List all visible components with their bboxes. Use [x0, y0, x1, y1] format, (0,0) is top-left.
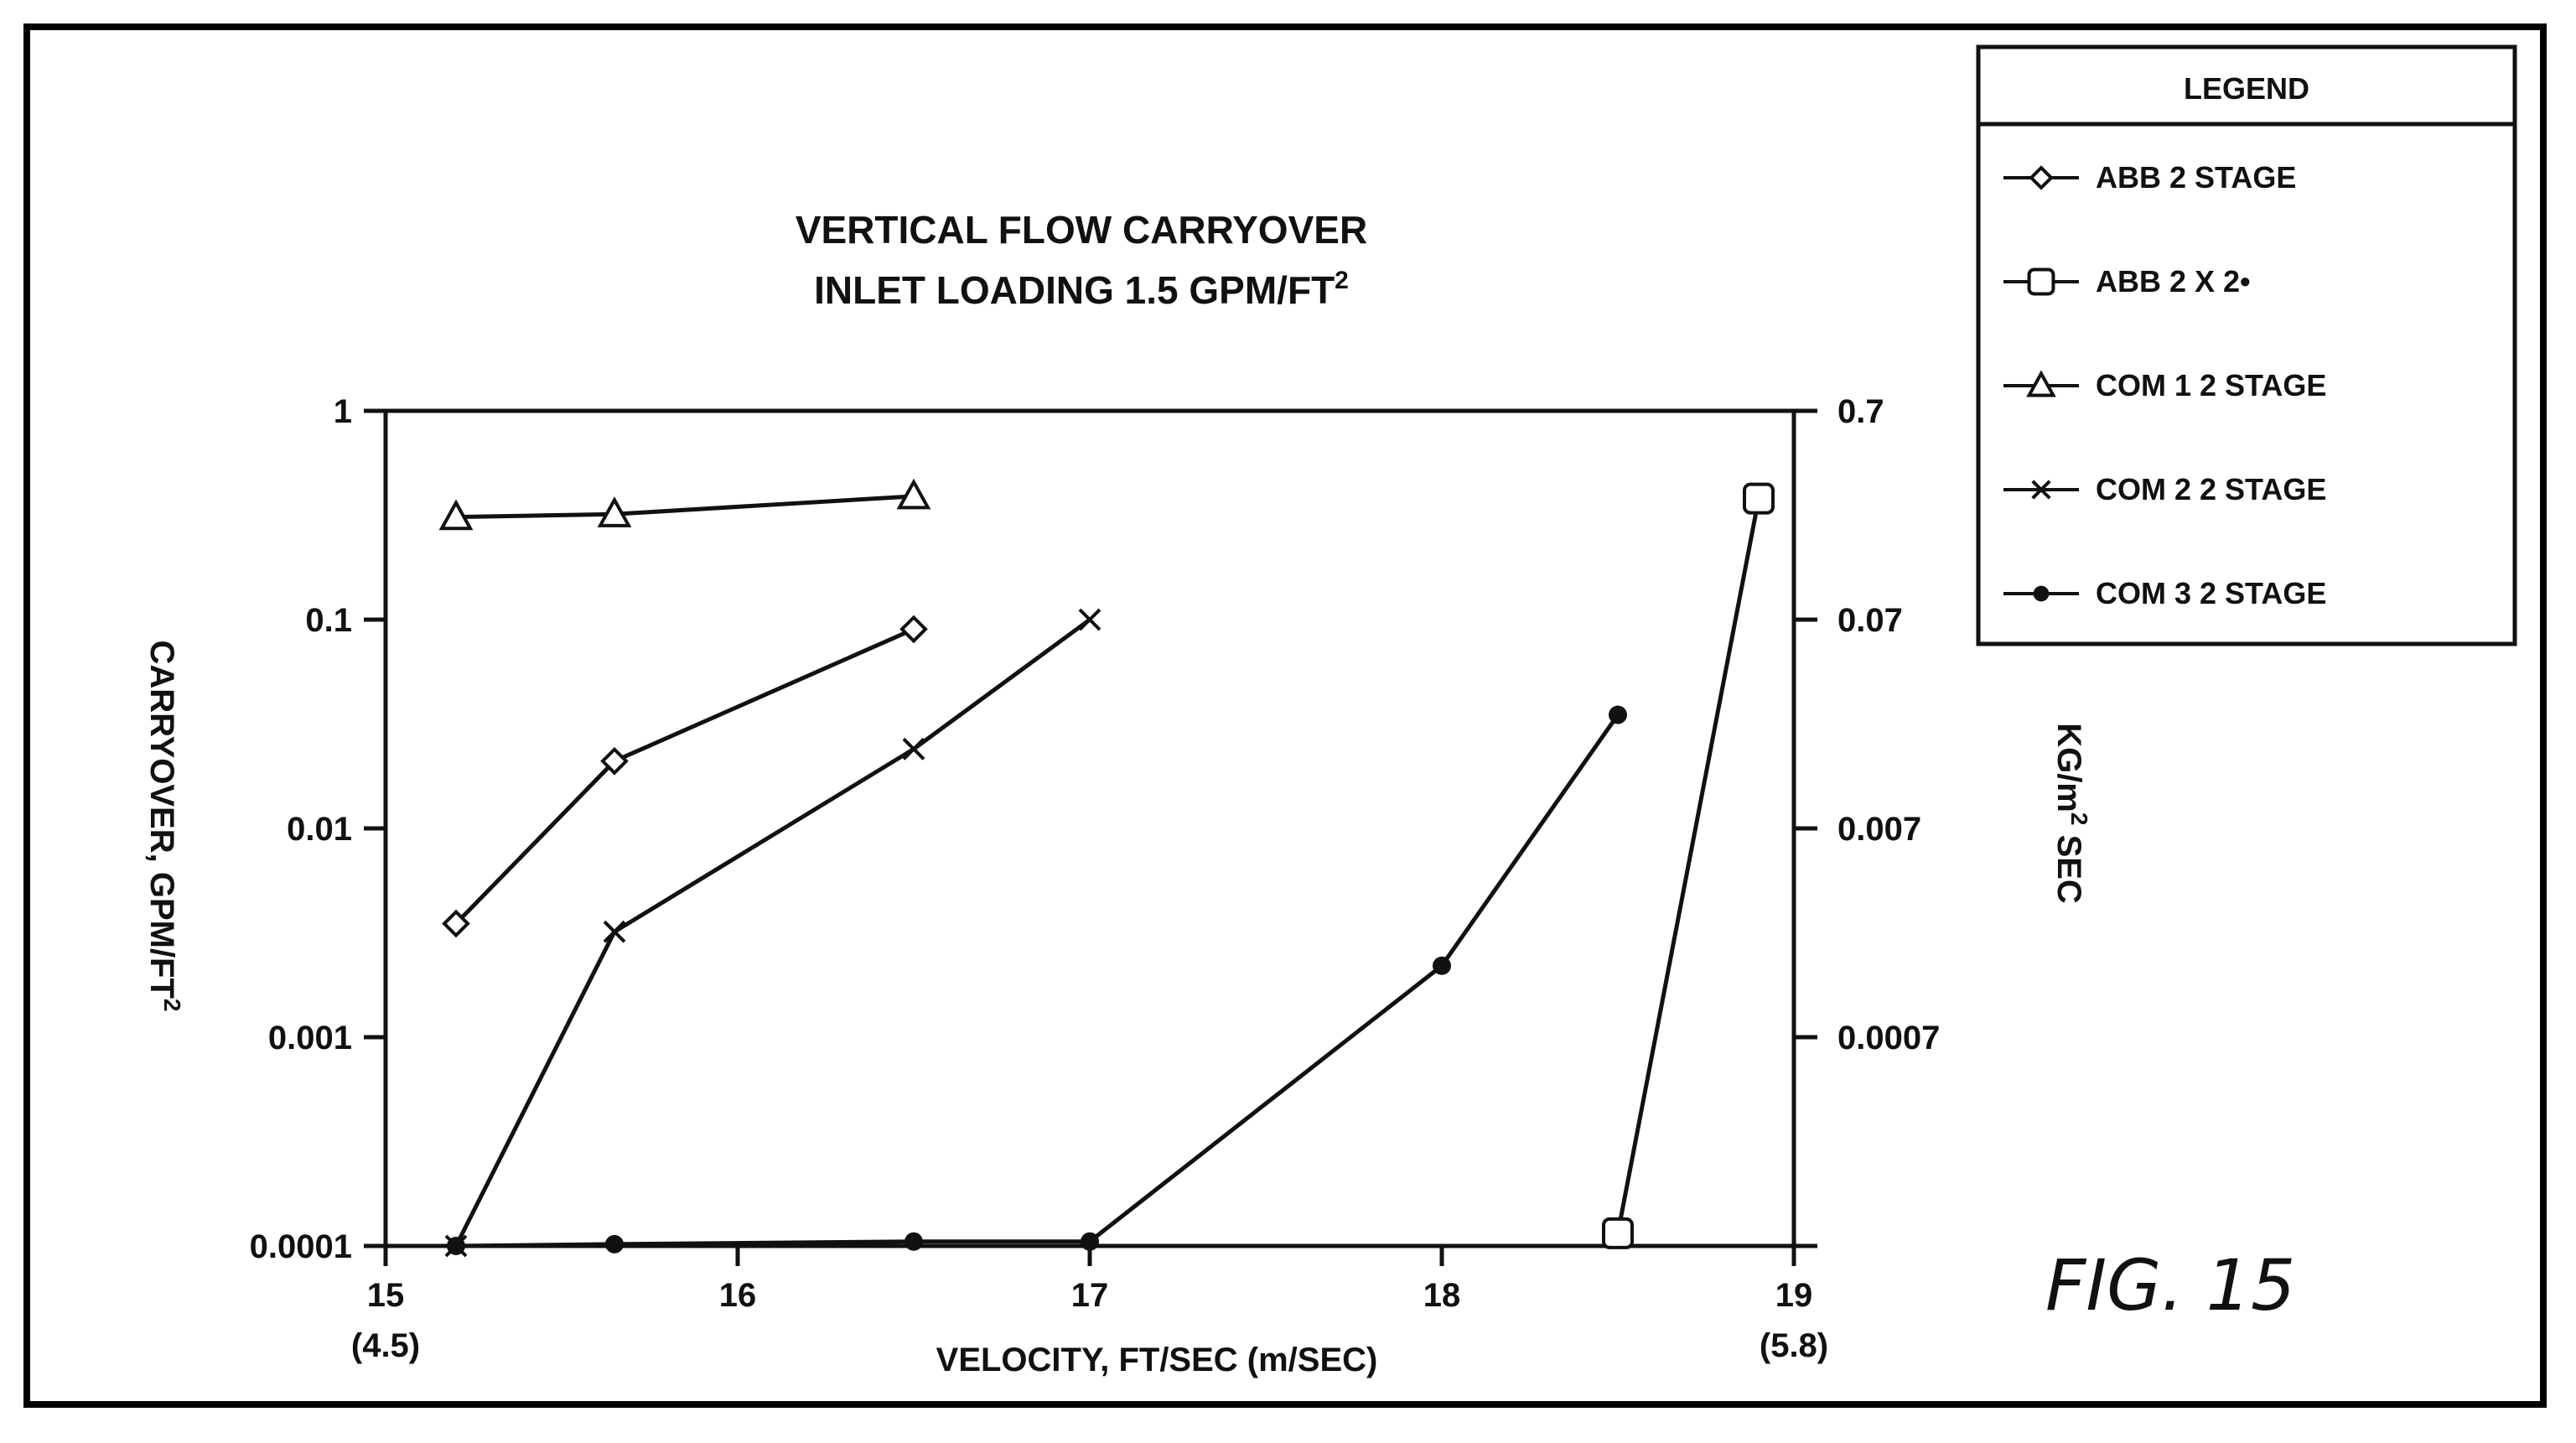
figure-caption: FIG. 15 [2045, 1244, 2295, 1326]
series-4-point-1 [605, 1234, 624, 1254]
legend-item-2-label: COM 1 2 STAGE [2096, 368, 2326, 402]
series-4 [447, 705, 1627, 1255]
series-2-point-2 [896, 478, 931, 510]
series-0-point-0 [442, 909, 470, 938]
series-2 [438, 478, 931, 531]
x-tick-sublabel-0: (4.5) [351, 1327, 420, 1364]
series-4-point-4 [1433, 956, 1451, 975]
series-2-point-0 [438, 499, 474, 531]
y-tick-label-4: 0.0001 [250, 1228, 352, 1265]
series-0-point-1 [600, 746, 629, 776]
series-4-point-2 [904, 1232, 923, 1251]
legend-item-1-label: ABB 2 X 2• [2096, 264, 2251, 298]
x-tick-label-1: 16 [719, 1277, 757, 1314]
y-tick-label-1: 0.1 [305, 602, 352, 639]
legend-box [1976, 44, 2517, 646]
series-1 [1602, 482, 1775, 1249]
series-layer [438, 478, 1775, 1258]
x-tick-label-0: 15 [367, 1277, 405, 1314]
y-axis-title-text: CARRYOVER, GPM/FT [143, 641, 180, 999]
legend-item-4-marker [2033, 585, 2050, 602]
series-4-point-0 [447, 1237, 465, 1255]
series-3 [444, 608, 1101, 1258]
legend-items: ABB 2 STAGE ABB 2 X 2• COM 1 2 STAGE COM 2 … [2003, 160, 2326, 610]
y2-axis-title-sup: 2 [2066, 812, 2092, 826]
series-3-point-1 [603, 920, 626, 943]
series-0 [442, 615, 928, 938]
series-3-point-2-stroke-b [902, 737, 925, 760]
series-3-line [454, 617, 1091, 1248]
chart-subtitle-text: INLET LOADING 1.5 GPM/FT [814, 268, 1335, 312]
series-2-line [455, 494, 915, 520]
chart-subtitle: INLET LOADING 1.5 GPM/FT2 [814, 267, 1349, 312]
x-tick-sublabel-4: (5.8) [1760, 1327, 1828, 1364]
legend-item-4: COM 3 2 STAGE [2003, 576, 2326, 610]
x-axis-title: VELOCITY, FT/SEC (m/SEC) [936, 1342, 1378, 1378]
series-2-point-1 [597, 496, 632, 527]
series-3-point-1-stroke-b [603, 920, 626, 943]
series-1-line [1615, 498, 1761, 1234]
legend-title: LEGEND [2184, 71, 2309, 106]
x-axis-ticks: 15 (4.5) 16 17 18 19 (5.8) [351, 1246, 1828, 1364]
chart-title: VERTICAL FLOW CARRYOVER [796, 208, 1367, 252]
legend-item-0-marker [2029, 165, 2054, 190]
y2-tick-label-2: 0.007 [1837, 811, 1921, 848]
legend-item-2: COM 1 2 STAGE [2003, 368, 2326, 402]
legend-item-3-marker-stroke-b [2031, 480, 2051, 500]
series-0-line [454, 627, 915, 926]
y2-tick-label-0: 0.7 [1837, 393, 1884, 430]
series-3-point-3-stroke-b [1078, 608, 1101, 631]
y-tick-label-0: 1 [334, 393, 352, 430]
y2-axis-title: KG/m2 SEC [2050, 723, 2092, 904]
y-tick-label-2: 0.01 [287, 811, 352, 848]
y2-tick-label-3: 0.0007 [1837, 1020, 1940, 1056]
y-axis-ticks: 1 0.1 0.01 0.001 0.0001 [250, 393, 386, 1265]
legend-item-0: ABB 2 STAGE [2003, 160, 2296, 195]
chart-subtitle-sup: 2 [1335, 267, 1349, 294]
x-tick-label-4: 19 [1775, 1277, 1813, 1314]
legend: LEGEND ABB 2 STAGE ABB 2 X 2• COM 1 2 STAG… [1976, 44, 2517, 646]
series-0-point-2 [899, 615, 928, 644]
plot-area-frame [383, 408, 1796, 1248]
series-4-point-3 [1081, 1232, 1099, 1251]
x-tick-label-3: 18 [1423, 1277, 1461, 1314]
series-1-point-0 [1602, 1217, 1634, 1249]
legend-item-3-marker [2031, 480, 2051, 500]
series-3-point-3 [1078, 608, 1101, 631]
series-1-point-1 [1743, 482, 1775, 515]
y-tick-label-3: 0.001 [268, 1020, 352, 1056]
y-axis-title: CARRYOVER, GPM/FT2 [143, 641, 185, 1012]
series-4-line [455, 714, 1620, 1248]
series-4-point-5 [1609, 705, 1627, 724]
legend-item-0-label: ABB 2 STAGE [2096, 160, 2296, 195]
y2-axis-ticks: 0.7 0.07 0.007 0.0007 [1794, 393, 1940, 1248]
legend-item-2-marker [2026, 370, 2056, 397]
y2-axis-title-suffix: SEC [2050, 825, 2087, 903]
x-tick-label-2: 17 [1071, 1277, 1109, 1314]
legend-item-1-marker [2027, 267, 2055, 296]
legend-item-3-label: COM 2 2 STAGE [2096, 472, 2326, 506]
legend-item-3: COM 2 2 STAGE [2003, 472, 2326, 506]
series-3-point-2 [902, 737, 925, 760]
legend-item-4-label: COM 3 2 STAGE [2096, 576, 2326, 610]
legend-item-1: ABB 2 X 2• [2003, 264, 2251, 298]
y-axis-title-sup: 2 [159, 999, 185, 1012]
y2-axis-title-text: KG/m [2050, 723, 2087, 812]
y2-tick-label-1: 0.07 [1837, 602, 1903, 639]
